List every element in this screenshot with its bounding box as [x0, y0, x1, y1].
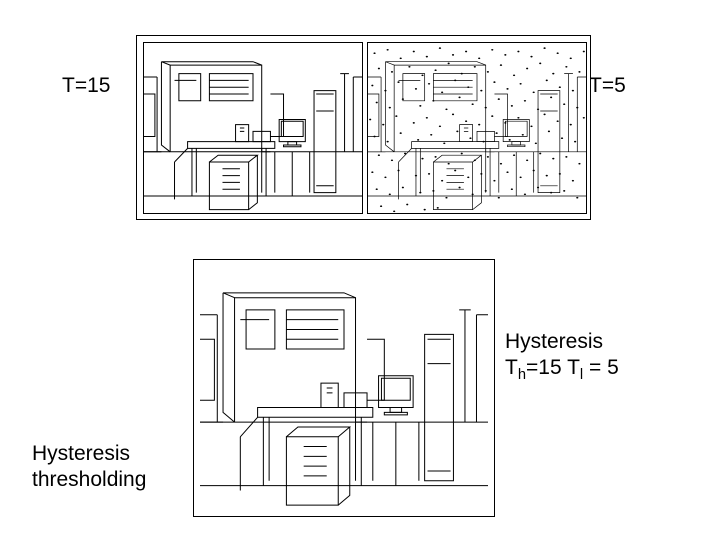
label-hysteresis-params: Hysteresis Th=15 Tl = 5: [505, 329, 619, 385]
figure-t5: [367, 42, 587, 214]
hyst-line1: Hysteresis: [505, 330, 603, 353]
figure-t15: [143, 42, 363, 214]
figure-hysteresis-container: [193, 259, 495, 517]
hyst-line2: Th=15 Tl = 5: [505, 356, 619, 379]
figure-hysteresis: [200, 266, 488, 510]
slide: T=15 T=5 Hysteresis Th=15 Tl = 5 Hystere…: [0, 0, 720, 540]
figure-pair-top: [136, 35, 591, 220]
label-hysteresis-thresholding: Hysteresis thresholding: [32, 441, 146, 494]
label-t5: T=5: [589, 74, 626, 98]
label-t15: T=15: [62, 74, 110, 98]
